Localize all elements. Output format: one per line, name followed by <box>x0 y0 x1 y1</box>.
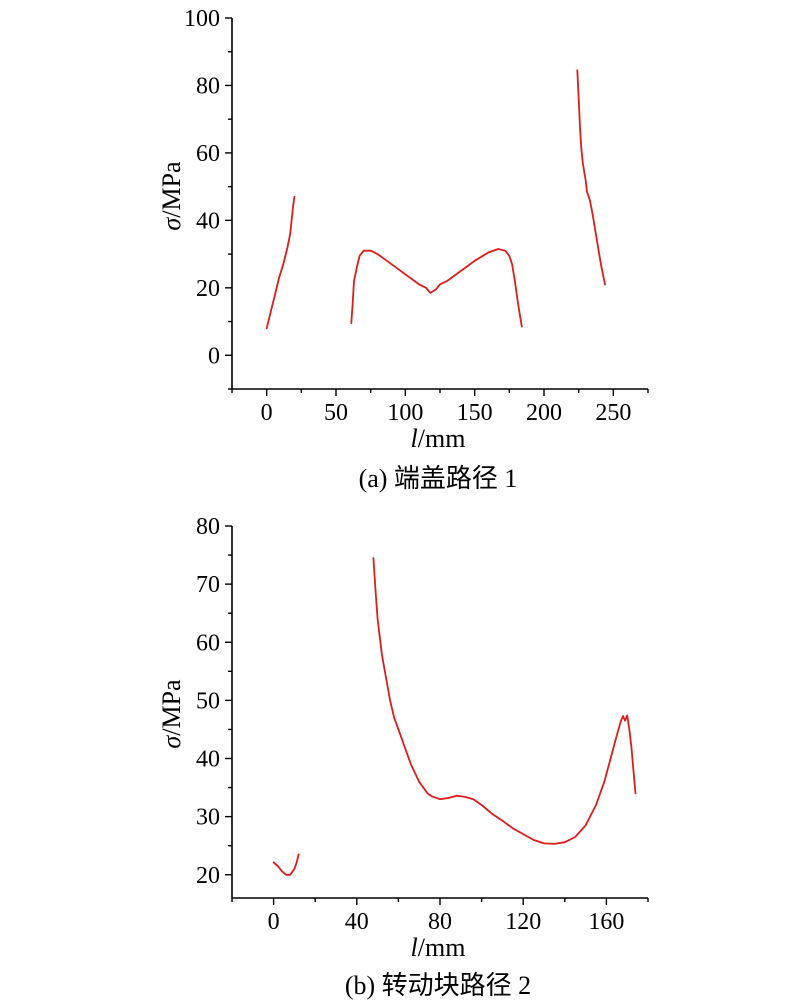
plot-area-a: 0 20 40 60 80 100 0 50 100 150 200 250 <box>184 6 649 426</box>
series-line-a-3 <box>576 69 606 286</box>
y-axis-label-a: σ/MPa <box>157 161 186 231</box>
y-tick-label-a: 100 <box>184 6 220 32</box>
x-tick-label-a: 150 <box>457 400 493 426</box>
y-tick-label-a: 60 <box>196 141 220 167</box>
chart-b: 20 30 40 50 60 70 80 0 40 80 120 160 l/mm σ/MPa (b)… <box>157 514 649 1000</box>
y-tick-label-a: 40 <box>196 208 220 234</box>
x-tick-label-b: 40 <box>345 909 369 935</box>
y-tick-label-b: 50 <box>196 688 220 714</box>
y-tick-label-a: 0 <box>208 343 220 369</box>
y-tick-label-b: 80 <box>196 514 220 540</box>
y-tick-label-b: 30 <box>196 805 220 831</box>
x-axis-label-a: l/mm <box>411 424 466 453</box>
series-line-a-1 <box>265 195 296 330</box>
x-tick-label-b: 0 <box>268 909 280 935</box>
y-tick-label-a: 20 <box>196 276 220 302</box>
x-tick-label-a: 250 <box>595 400 631 426</box>
y-tick-label-a: 80 <box>196 73 220 99</box>
chart-a: 0 20 40 60 80 100 0 50 100 150 200 250 l/mm σ/MPa (… <box>157 6 649 493</box>
y-axis-label-b: σ/MPa <box>157 679 186 749</box>
x-tick-label-a: 0 <box>261 400 273 426</box>
y-tick-label-b: 40 <box>196 747 220 773</box>
x-tick-label-a: 200 <box>526 400 562 426</box>
x-tick-label-a: 100 <box>387 400 423 426</box>
x-tick-label-b: 160 <box>588 909 624 935</box>
plot-area-b: 20 30 40 50 60 70 80 0 40 80 120 160 <box>196 514 649 935</box>
caption-b: (b) 转动块路径 2 <box>345 971 531 1000</box>
x-tick-label-a: 50 <box>324 400 348 426</box>
caption-a: (a) 端盖路径 1 <box>359 464 518 493</box>
x-tick-label-b: 120 <box>505 909 541 935</box>
y-tick-label-b: 70 <box>196 572 220 598</box>
x-axis-label-b: l/mm <box>411 933 466 962</box>
series-line-a-2 <box>350 248 523 328</box>
series-line-b-1 <box>272 853 300 876</box>
x-tick-label-b: 80 <box>428 909 452 935</box>
y-tick-label-b: 60 <box>196 630 220 656</box>
y-tick-label-b: 20 <box>196 863 220 889</box>
series-line-b-2 <box>372 557 637 845</box>
